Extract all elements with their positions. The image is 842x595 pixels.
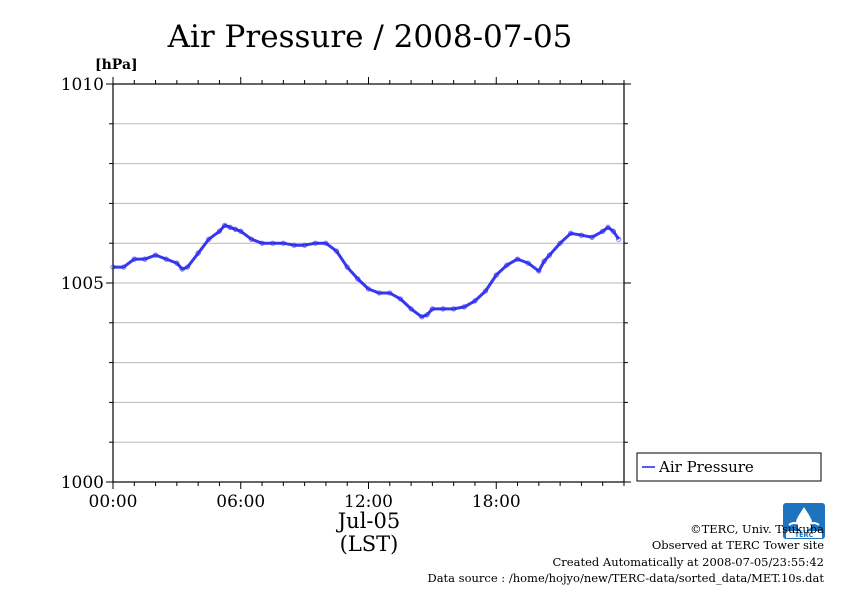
- data-point: [179, 266, 185, 272]
- y-tick-label: 1010: [61, 75, 104, 95]
- data-point: [387, 290, 393, 296]
- chart-title: Air Pressure / 2008-07-05: [167, 19, 573, 55]
- data-point: [424, 312, 430, 318]
- credit-site: Observed at TERC Tower site: [651, 538, 824, 552]
- data-point: [429, 306, 435, 312]
- credit-created: Created Automatically at 2008-07-05/23:5…: [552, 555, 825, 569]
- legend-entry-air-pressure: Air Pressure: [658, 458, 754, 476]
- data-point: [514, 256, 521, 262]
- data-point: [152, 252, 159, 258]
- y-axis-unit: [hPa]: [95, 57, 138, 73]
- data-point: [525, 260, 531, 266]
- credit-copyright: ©TERC, Univ. Tsukuba: [690, 522, 824, 536]
- data-point: [541, 258, 547, 264]
- data-point: [408, 306, 414, 312]
- data-point: [461, 304, 467, 310]
- data-point: [493, 272, 499, 278]
- data-point: [440, 306, 446, 312]
- data-point: [195, 250, 201, 256]
- x-tick-label: 12:00: [344, 492, 393, 512]
- data-point: [270, 240, 276, 246]
- axis-ticks: 1000 1005 1010 00:00 06:00 12:00 18:00: [61, 75, 631, 512]
- data-point: [174, 260, 180, 266]
- data-point: [568, 230, 574, 236]
- data-point: [206, 236, 212, 242]
- y-tick-label: 1000: [61, 473, 104, 493]
- data-point: [605, 224, 611, 230]
- data-point: [578, 232, 585, 238]
- credit-data-source: Data source : /home/hojyo/new/TERC-data/…: [427, 571, 824, 585]
- data-point: [376, 290, 382, 296]
- series-layer: [110, 222, 622, 320]
- data-point: [589, 234, 595, 240]
- data-point: [557, 240, 563, 246]
- data-point: [216, 228, 223, 234]
- legend-box: [636, 452, 822, 482]
- data-point: [600, 228, 606, 234]
- data-point: [142, 256, 148, 262]
- data-point: [121, 264, 127, 270]
- svg-text:TERC: TERC: [795, 531, 814, 539]
- data-point: [131, 256, 137, 262]
- data-point: [610, 228, 616, 234]
- data-point: [451, 306, 457, 312]
- data-point: [232, 226, 239, 232]
- data-point: [302, 242, 308, 248]
- data-point: [333, 248, 340, 254]
- gridlines: [113, 123, 624, 443]
- data-point: [365, 286, 372, 292]
- data-point: [397, 296, 404, 302]
- legend: Air Pressure: [636, 452, 822, 482]
- x-axis-date-label: Jul-05: [336, 509, 400, 533]
- data-point: [291, 242, 297, 248]
- x-axis-title: (LST): [340, 532, 399, 556]
- data-point: [222, 222, 228, 228]
- data-point: [312, 240, 318, 246]
- data-point: [259, 240, 265, 246]
- x-tick-label: 00:00: [89, 492, 138, 512]
- terc-logo-icon: TERC: [783, 503, 825, 539]
- data-point: [419, 314, 425, 320]
- data-point: [238, 228, 244, 234]
- data-point: [323, 240, 329, 246]
- data-point: [227, 224, 233, 230]
- data-point: [163, 256, 169, 262]
- series-line-0: [113, 223, 620, 319]
- x-tick-label: 18:00: [472, 492, 521, 512]
- data-point: [536, 268, 542, 274]
- data-point: [504, 262, 510, 268]
- data-point: [472, 298, 478, 304]
- data-point: [184, 264, 191, 270]
- data-point: [355, 276, 361, 282]
- data-point: [110, 264, 116, 270]
- data-point: [483, 288, 489, 294]
- data-point: [616, 236, 622, 242]
- y-tick-label: 1005: [61, 274, 104, 294]
- x-tick-label: 06:00: [216, 492, 265, 512]
- data-point: [344, 264, 350, 270]
- data-point: [546, 252, 553, 258]
- data-point: [248, 236, 254, 242]
- data-point: [280, 240, 286, 246]
